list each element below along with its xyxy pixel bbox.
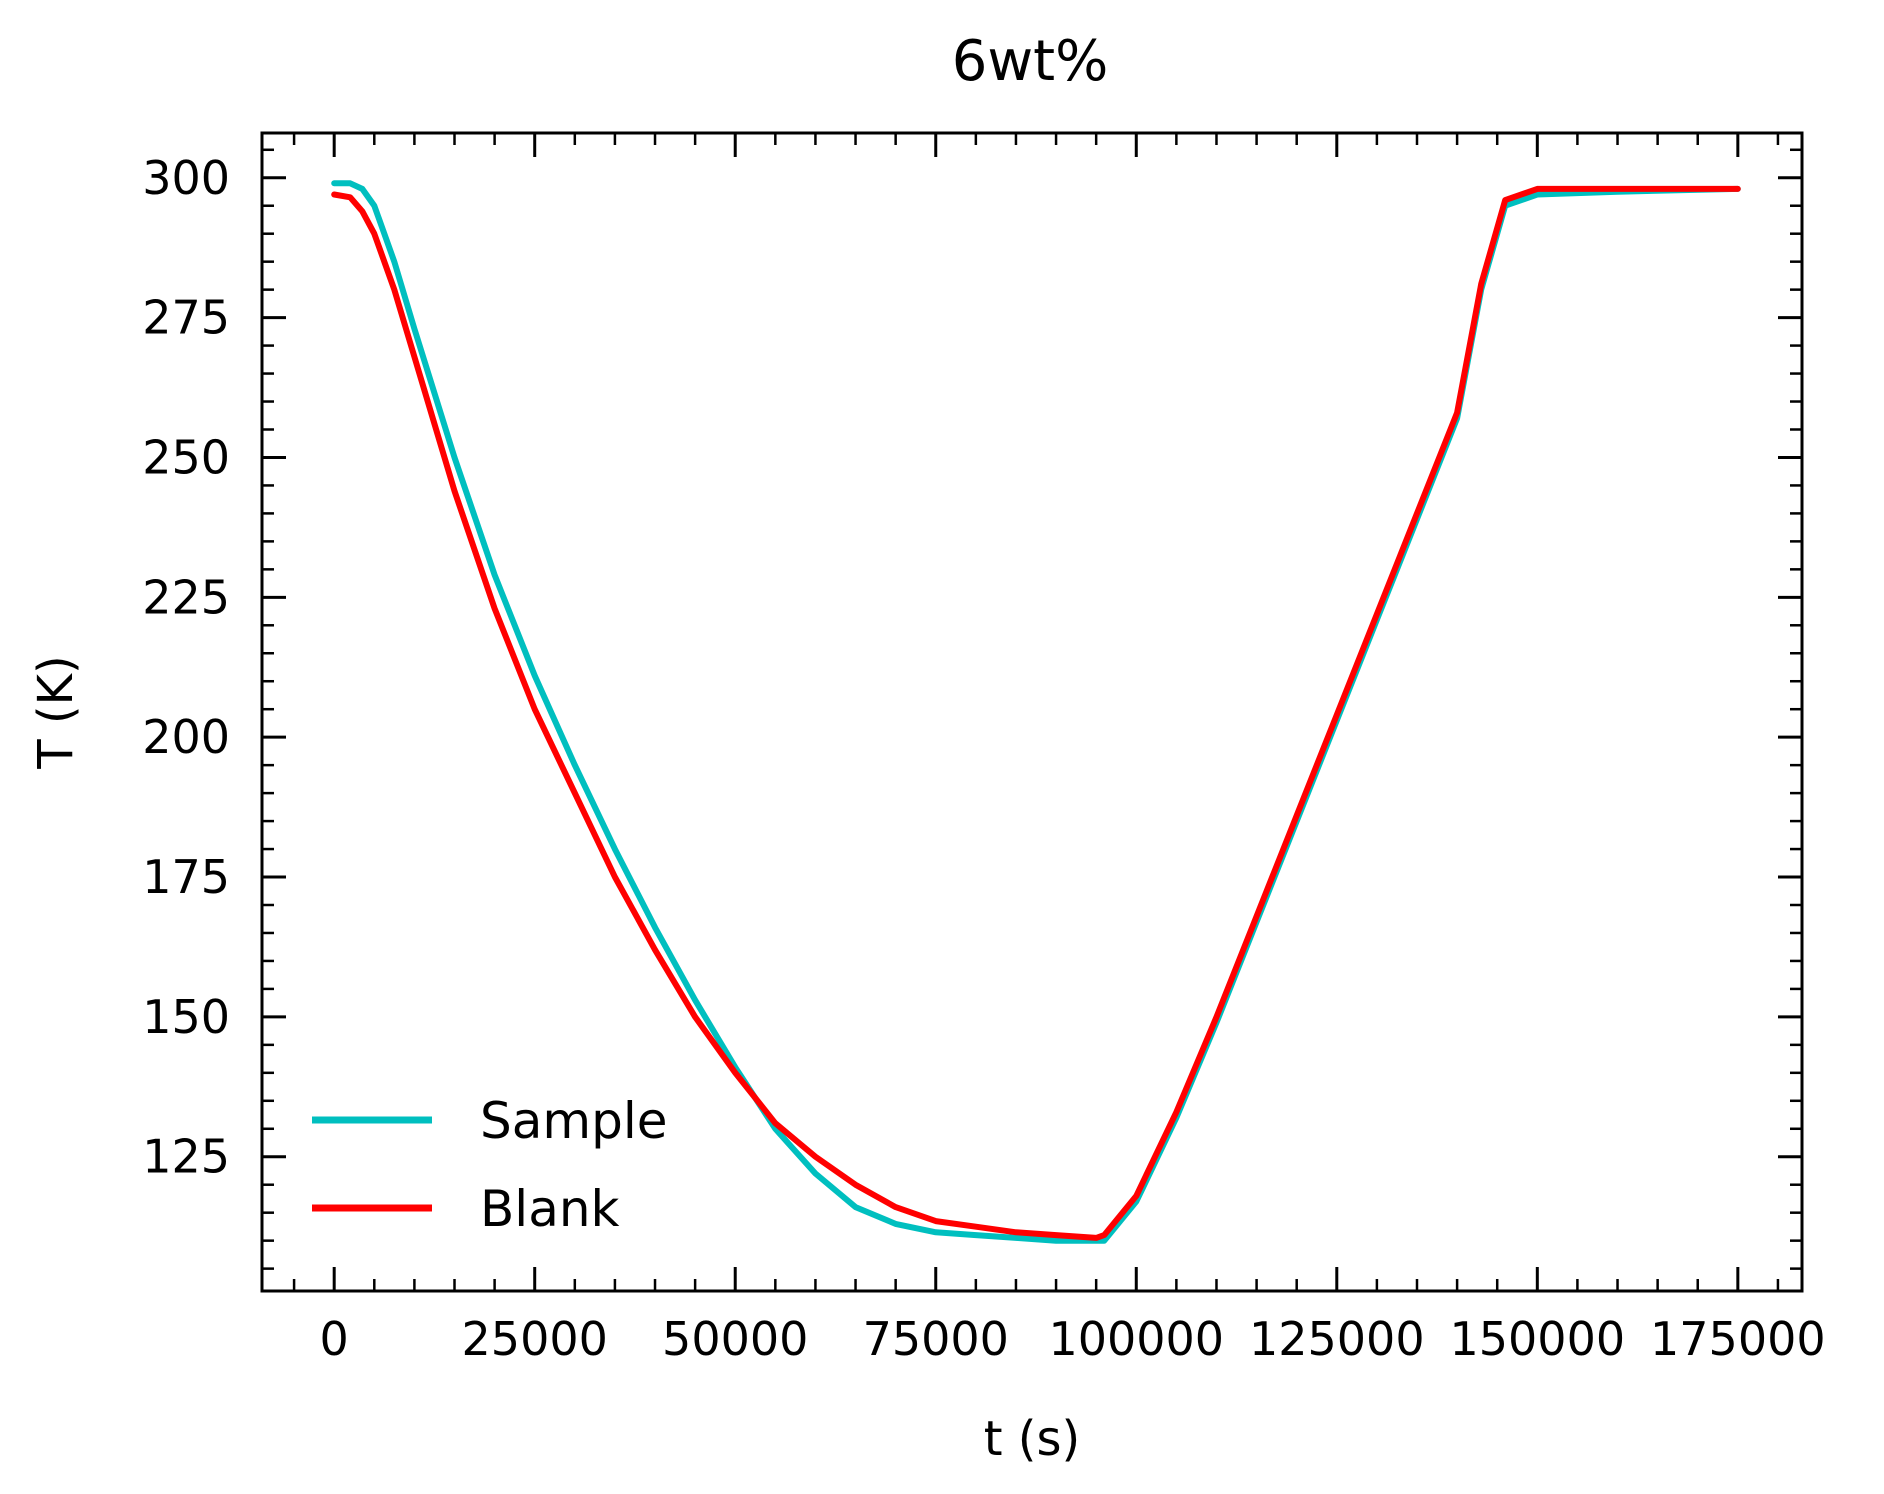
legend-label-blank: Blank xyxy=(480,1180,620,1238)
x-tick-label: 50000 xyxy=(662,1312,808,1366)
series-line-sample xyxy=(331,180,1741,1244)
chart-title: 6wt% xyxy=(952,29,1109,94)
y-axis-title: T (K) xyxy=(28,655,84,770)
y-tick-label: 175 xyxy=(142,850,230,904)
legend-label-sample: Sample xyxy=(480,1092,667,1150)
plot-area xyxy=(331,180,1741,1244)
y-tick-label: 300 xyxy=(142,151,230,205)
x-tick-label: 125000 xyxy=(1249,1312,1425,1366)
x-tick-label: 150000 xyxy=(1450,1312,1626,1366)
x-tick-label: 100000 xyxy=(1048,1312,1224,1366)
legend: Sample Blank xyxy=(312,1092,667,1238)
x-tick-label: 0 xyxy=(320,1312,349,1366)
y-tick-label: 250 xyxy=(142,430,230,484)
x-tick-label: 75000 xyxy=(863,1312,1009,1366)
y-tick-label: 125 xyxy=(142,1130,230,1184)
x-tick-label: 25000 xyxy=(462,1312,608,1366)
y-tick-label: 200 xyxy=(142,710,230,764)
y-tick-label: 225 xyxy=(142,570,230,624)
series-line-blank xyxy=(331,185,1741,1241)
x-tick-label: 175000 xyxy=(1650,1312,1826,1366)
x-axis-title: t (s) xyxy=(984,1411,1081,1467)
x-axis: 0 25000 50000 75000 100000 125000 150000 175000 xyxy=(292,133,1826,1366)
y-axis: 125 150 175 200 225 250 275 300 xyxy=(142,148,1802,1270)
plot-frame xyxy=(260,131,1804,1293)
y-tick-label: 150 xyxy=(142,990,230,1044)
y-tick-label: 275 xyxy=(142,291,230,345)
